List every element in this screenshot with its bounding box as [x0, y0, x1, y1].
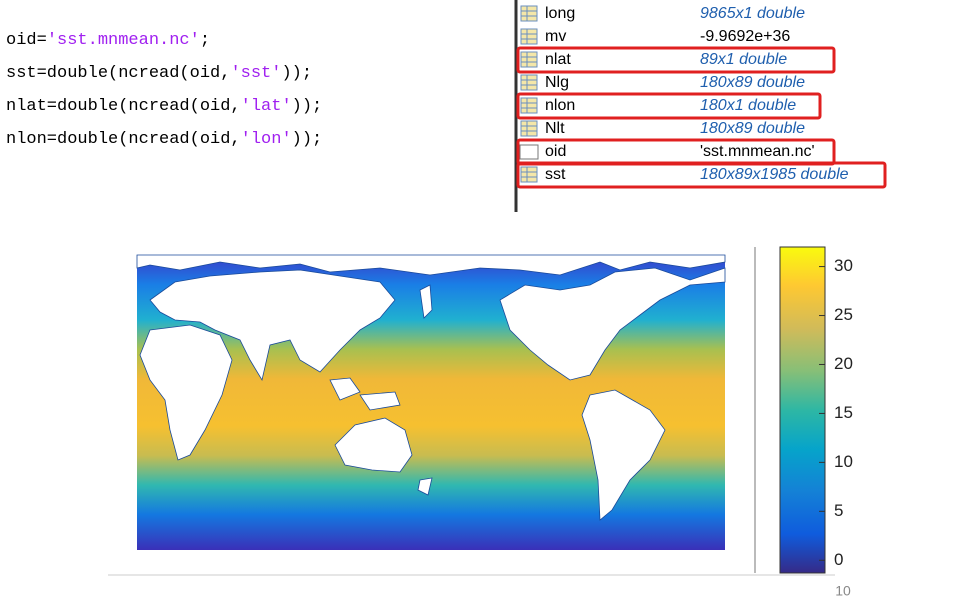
var-icon-box	[520, 74, 538, 91]
highlight-box	[516, 161, 887, 189]
var-name: nlat	[545, 51, 571, 68]
var-name: oid	[545, 143, 566, 160]
code-text: ));	[281, 64, 312, 83]
code-string: 'sst.mnmean.nc'	[47, 31, 200, 50]
var-icon-box	[520, 28, 538, 45]
code-text: ));	[292, 97, 323, 116]
code-text: nlon=double(ncread(oid,	[6, 130, 241, 149]
var-value: 180x89 double	[700, 120, 805, 137]
code-editor: oid='sst.mnmean.nc'; sst=double(ncread(oi…	[6, 31, 322, 149]
code-text: ;	[200, 31, 210, 50]
workspace: long 9865x1 double mv -9.9692e+36 nlat 89x1 d…	[516, 5, 887, 189]
var-icon	[520, 51, 538, 68]
var-name: Nlg	[545, 74, 569, 91]
code-string: 'lon'	[241, 130, 292, 149]
var-value: 180x1 double	[700, 97, 796, 114]
var-name: long	[545, 5, 575, 22]
var-icon	[520, 74, 538, 91]
code-text: nlat=double(ncread(oid,	[6, 97, 241, 116]
var-icon-box	[520, 5, 538, 22]
code-string: 'sst'	[230, 64, 281, 83]
code-line: oid='sst.mnmean.nc';	[6, 31, 210, 50]
colorbar-tick-label: 25	[834, 305, 853, 324]
code-text: oid=	[6, 31, 47, 50]
colorbar-tick-label: 20	[834, 354, 853, 373]
code-line: nlon=double(ncread(oid,'lon'));	[6, 130, 322, 149]
colorbar-scale	[779, 246, 826, 574]
page-number: 10	[835, 583, 851, 599]
var-icon	[520, 28, 538, 45]
var-icon	[519, 144, 539, 160]
land	[136, 254, 726, 521]
code-string: 'lat'	[241, 97, 292, 116]
var-name: Nlt	[545, 120, 565, 137]
colorbar-tick-label: 10	[834, 452, 853, 471]
code-line: sst=double(ncread(oid,'sst'));	[6, 64, 312, 83]
var-icon	[520, 166, 538, 183]
colorbar-tick-label: 15	[834, 403, 853, 422]
colorbar-tick-label: 30	[834, 256, 853, 275]
var-name: nlon	[545, 97, 575, 114]
highlight-box	[516, 92, 822, 120]
var-icon-box	[520, 51, 538, 68]
var-icon	[520, 97, 538, 114]
colorbar-tick-label: 5	[834, 501, 843, 520]
var-icon	[520, 5, 538, 22]
code-text: ));	[292, 130, 323, 149]
var-value: 'sst.mnmean.nc'	[700, 143, 815, 160]
var-icon-box	[520, 120, 538, 137]
colorbar-tick-label: 0	[834, 550, 843, 569]
var-value: 180x89 double	[700, 74, 805, 91]
colorbar: 0 5 10 15 20 25 30	[779, 246, 853, 574]
code-text: sst=double(ncread(oid,	[6, 64, 230, 83]
code-line: nlat=double(ncread(oid,'lat'));	[6, 97, 322, 116]
highlight-box	[516, 46, 836, 74]
var-value: 89x1 double	[700, 51, 787, 68]
var-icon-box	[520, 97, 538, 114]
var-value: -9.9692e+36	[700, 28, 790, 45]
var-name: sst	[545, 166, 566, 183]
var-icon	[520, 120, 538, 137]
var-value: 180x89x1985 double	[700, 166, 849, 183]
sst-map	[136, 254, 726, 550]
var-value: 9865x1 double	[700, 5, 805, 22]
var-icon-box	[520, 166, 538, 183]
var-name: mv	[545, 28, 566, 45]
